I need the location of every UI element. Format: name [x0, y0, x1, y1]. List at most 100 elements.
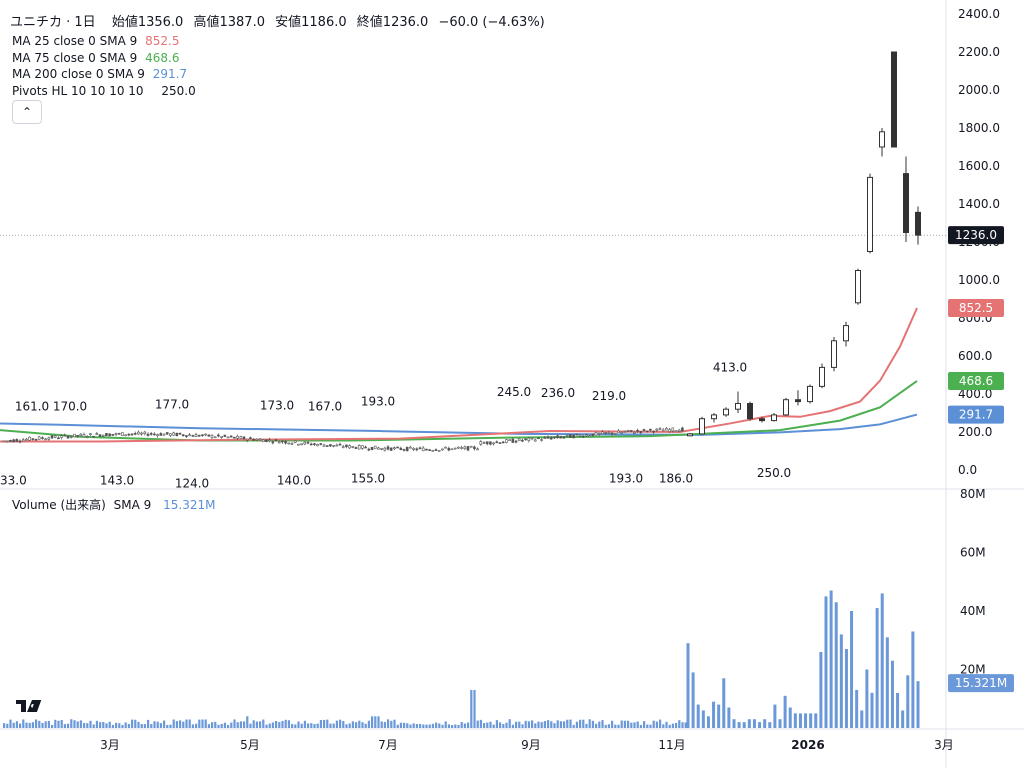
candle-body: [98, 434, 102, 437]
candle-body: [415, 448, 419, 451]
volume-bar: [108, 721, 111, 728]
volume-bar: [758, 722, 762, 728]
candle-body: [111, 434, 115, 436]
volume-bar: [284, 719, 287, 728]
candle-body: [284, 441, 287, 444]
volume-bar: [844, 649, 848, 728]
pivots-legend[interactable]: Pivots HL 10 10 10 10 250.0: [12, 84, 196, 98]
volume-bar: [185, 719, 188, 728]
candle-body: [204, 433, 207, 436]
price-tick-label: 1400.0: [958, 197, 1000, 211]
volume-bar: [159, 723, 162, 728]
volume-bar: [575, 721, 578, 728]
volume-bar: [217, 724, 220, 728]
volume-bar: [540, 722, 543, 728]
volume-bar: [527, 721, 530, 728]
volume-bar: [31, 722, 34, 728]
volume-bar: [310, 723, 313, 728]
candle-body: [92, 435, 95, 438]
candle-body: [316, 444, 319, 447]
candle-body: [149, 433, 153, 435]
volume-tick-label: 60M: [960, 546, 986, 560]
volume-bar: [105, 723, 108, 728]
volume-tick-label: 20M: [960, 663, 986, 677]
volume-bar: [204, 719, 207, 728]
candle-body: [661, 429, 665, 432]
candle-body: [169, 433, 172, 436]
volume-bar: [63, 724, 66, 728]
candle-body: [306, 441, 310, 444]
time-axis-label: 9月: [521, 738, 541, 752]
candle-body: [572, 434, 575, 439]
candle-body: [9, 439, 12, 442]
volume-bar: [431, 723, 434, 728]
volume-bar: [495, 720, 498, 728]
candle-body: [604, 432, 607, 434]
candle-body: [242, 436, 246, 440]
pivot-label: 186.0: [659, 472, 693, 486]
candle-body: [130, 433, 134, 436]
candle-body: [287, 442, 291, 445]
candle-body: [687, 433, 693, 437]
tradingview-logo-icon[interactable]: [12, 694, 46, 718]
volume-bar: [265, 724, 268, 728]
volume-bar: [499, 722, 502, 728]
volume-bar: [406, 723, 409, 728]
candle-body: [367, 448, 371, 451]
volume-bar: [307, 723, 310, 728]
candle-body: [482, 442, 486, 444]
volume-bar: [403, 722, 406, 728]
collapse-legend-button[interactable]: ⌃: [12, 100, 42, 124]
volume-legend[interactable]: Volume (出来高) SMA 9 15.321M: [12, 496, 215, 513]
volume-bar: [300, 723, 303, 728]
volume-bar: [681, 722, 684, 728]
candle-body: [364, 446, 367, 449]
candle-body: [386, 446, 390, 450]
volume-bar: [451, 725, 454, 728]
volume-bar: [824, 596, 828, 728]
ma25-legend[interactable]: MA 25 close 0 SMA 9 852.5: [12, 34, 179, 48]
candle-body: [162, 433, 166, 436]
candle-body: [903, 173, 909, 234]
candle-body: [37, 436, 41, 440]
volume-bar: [655, 721, 658, 728]
volume-bar: [163, 720, 166, 728]
candle-body: [450, 448, 454, 451]
volume-bar: [875, 608, 879, 728]
candle-body: [389, 447, 393, 451]
volume-bar: [901, 710, 905, 728]
symbol-title[interactable]: ユニチカ · 1日: [10, 15, 96, 30]
candle-body: [146, 433, 150, 436]
candle-body: [594, 432, 598, 436]
volume-bar: [115, 722, 118, 728]
volume-bar: [829, 590, 833, 728]
candle-body: [79, 433, 83, 437]
volume-bar: [214, 721, 217, 728]
candle-body: [807, 385, 813, 403]
volume-bar: [591, 720, 594, 728]
candle-body: [530, 437, 534, 440]
volume-bar: [41, 722, 44, 728]
volume-bar: [188, 719, 191, 728]
candle-body: [44, 438, 47, 441]
candle-body: [524, 438, 527, 441]
volume-bar: [454, 724, 457, 728]
ma25-label: MA 25 close 0 SMA 9: [12, 34, 138, 48]
volume-bar: [44, 721, 47, 728]
volume-sma-label: SMA 9: [113, 498, 152, 512]
ma200-legend[interactable]: MA 200 close 0 SMA 9 291.7: [12, 67, 187, 81]
volume-bar: [220, 723, 223, 728]
candle-body: [345, 444, 348, 448]
ma75-legend[interactable]: MA 75 close 0 SMA 9 468.6: [12, 51, 179, 65]
pivot-label: 173.0: [260, 398, 294, 412]
volume-bar: [86, 723, 89, 728]
candle-body: [341, 446, 345, 448]
candle-body: [197, 434, 201, 437]
volume-bar: [598, 721, 601, 728]
candle-body: [293, 440, 297, 443]
candle-body: [617, 430, 620, 433]
volume-bar: [419, 724, 422, 728]
volume-bar: [470, 689, 473, 728]
ma25-value: 852.5: [145, 34, 180, 48]
